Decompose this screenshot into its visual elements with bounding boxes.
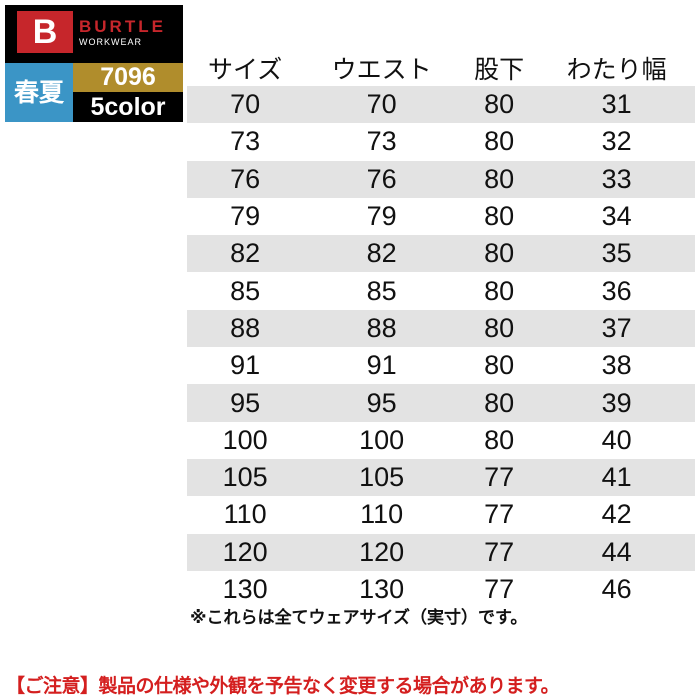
model-number: 7096 [73,63,183,92]
table-cell: 110 [360,499,404,530]
table-cell: 100 [359,424,405,455]
table-cell: 120 [187,533,304,571]
table-cell: 80 [459,160,539,198]
table-cell: 37 [538,309,695,348]
column-header: サイズ [208,55,283,84]
brand-sub: WORKWEAR [79,37,142,47]
size-table: サイズ ウエスト 股下 わたり幅 70 70 80 31 73 73 80 32 76 76 80 33 79… [187,50,695,608]
table-row: 91 91 80 38 [187,347,695,384]
table-cell: 70 [187,86,304,124]
table-cell: 91 [230,350,261,381]
table-cell: 88 [303,309,460,348]
table-cell: 70 [303,86,460,124]
table-cell: 105 [303,458,460,497]
table-cell: 73 [230,126,261,157]
table-cell: 40 [601,424,632,455]
table-cell: 110 [223,499,267,530]
table-row: 95 95 80 39 [187,384,695,422]
burtle-b-mark: B [17,11,73,53]
table-cell: 39 [538,384,695,422]
table-cell: 130 [222,574,268,604]
table-row: 110 110 77 42 [187,496,695,533]
table-row: 88 88 80 37 [187,309,695,348]
table-row: 130 130 77 46 [187,571,695,608]
table-cell: 80 [484,350,515,381]
table-cell: 77 [484,499,515,530]
table-row: 100 100 80 40 [187,422,695,459]
column-header: ウエスト [331,55,432,84]
column-header: 股下 [474,55,525,84]
table-row: 70 70 80 31 [187,86,695,124]
column-header: わたり幅 [566,55,667,84]
table-cell: 46 [601,574,632,604]
table-cell: 76 [303,160,460,198]
warning-text: 【ご注意】製品の仕様や外観を予告なく変更する場合があります。 [6,675,560,697]
table-cell: 82 [303,235,460,273]
table-row: 120 120 77 44 [187,533,695,571]
table-cell: 80 [484,201,515,232]
table-cell: 130 [359,574,405,604]
table-cell: 36 [601,275,632,306]
brand-name: BURTLE [79,17,166,36]
table-cell: 77 [459,458,539,497]
table-cell: 76 [187,160,304,198]
table-cell: 73 [366,126,397,157]
table-cell: 31 [538,86,695,124]
table-cell: 82 [187,235,304,273]
color-count: 5color [90,93,166,121]
size-note: ※これらは全てウェアサイズ（実寸）です。 [190,608,528,628]
table-cell: 120 [303,533,460,571]
table-cell: 32 [601,126,632,157]
table-cell: 100 [222,424,268,455]
table-cell: 91 [366,350,397,381]
table-cell: 80 [459,235,539,273]
table-cell: 79 [230,201,261,232]
table-cell: 79 [366,201,397,232]
table-cell: 85 [230,275,261,306]
table-cell: 38 [601,350,632,381]
table-row: 82 82 80 35 [187,235,695,273]
table-cell: 88 [187,309,304,348]
table-cell: 105 [187,458,304,497]
table-row: 73 73 80 32 [187,123,695,160]
table-cell: 80 [484,275,515,306]
table-row: 76 76 80 33 [187,160,695,198]
table-row: 105 105 77 41 [187,458,695,497]
table-cell: 77 [459,533,539,571]
table-cell: 34 [601,201,632,232]
table-cell: 80 [484,126,515,157]
table-cell: 80 [484,424,515,455]
table-cell: 85 [366,275,397,306]
table-cell: 80 [459,384,539,422]
table-cell: 35 [538,235,695,273]
table-cell: 95 [303,384,460,422]
season-badge: 春夏 [5,63,73,122]
table-row: 85 85 80 36 [187,272,695,309]
table-row: 79 79 80 34 [187,198,695,235]
table-cell: 95 [187,384,304,422]
table-cell: 41 [538,458,695,497]
table-cell: 33 [538,160,695,198]
table-cell: 77 [484,574,515,604]
table-cell: 80 [459,86,539,124]
brand-logo: B BURTLE WORKWEAR 春夏 7096 5color [5,5,183,122]
table-cell: 44 [538,533,695,571]
table-cell: 42 [601,499,632,530]
table-cell: 80 [459,309,539,348]
